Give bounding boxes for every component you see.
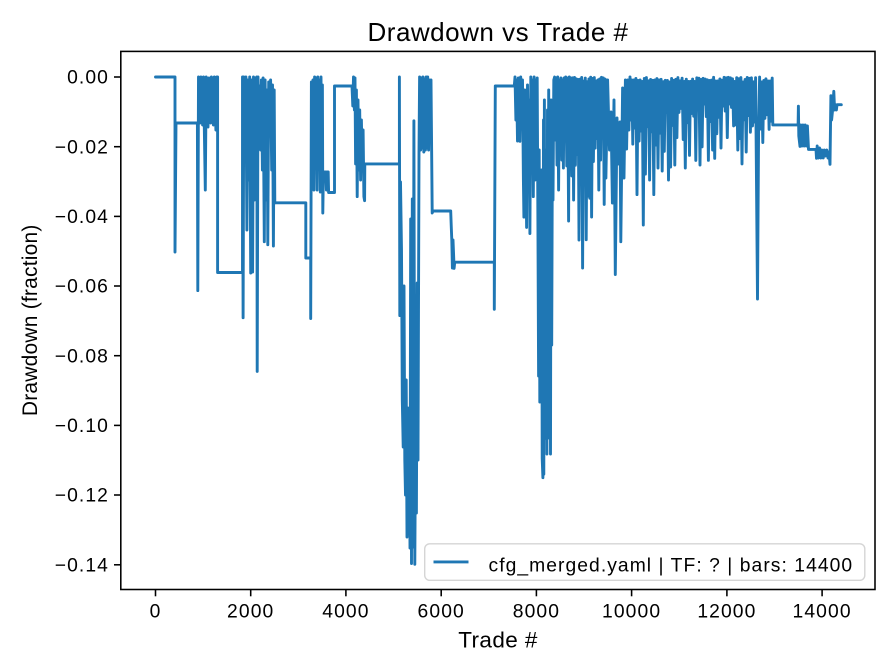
svg-text:12000: 12000 [697,601,756,622]
svg-text:10000: 10000 [602,601,661,622]
svg-text:0.00: 0.00 [67,68,109,89]
svg-text:−0.14: −0.14 [55,555,109,576]
svg-text:0: 0 [150,601,162,622]
svg-text:−0.10: −0.10 [55,416,109,437]
svg-text:Drawdown vs Trade #: Drawdown vs Trade # [368,17,629,47]
svg-text:−0.04: −0.04 [55,207,109,228]
svg-text:−0.02: −0.02 [55,137,109,158]
svg-text:−0.12: −0.12 [55,486,109,507]
svg-text:Trade #: Trade # [458,628,538,653]
svg-text:−0.08: −0.08 [55,346,109,367]
svg-text:−0.06: −0.06 [55,277,109,298]
svg-text:6000: 6000 [418,601,465,622]
svg-text:cfg_merged.yaml | TF: ? | bars: cfg_merged.yaml | TF: ? | bars: 14400 [489,555,854,576]
svg-text:14000: 14000 [793,601,852,622]
svg-text:2000: 2000 [227,601,274,622]
svg-text:Drawdown (fraction): Drawdown (fraction) [19,224,42,416]
svg-text:8000: 8000 [513,601,560,622]
svg-text:4000: 4000 [322,601,369,622]
